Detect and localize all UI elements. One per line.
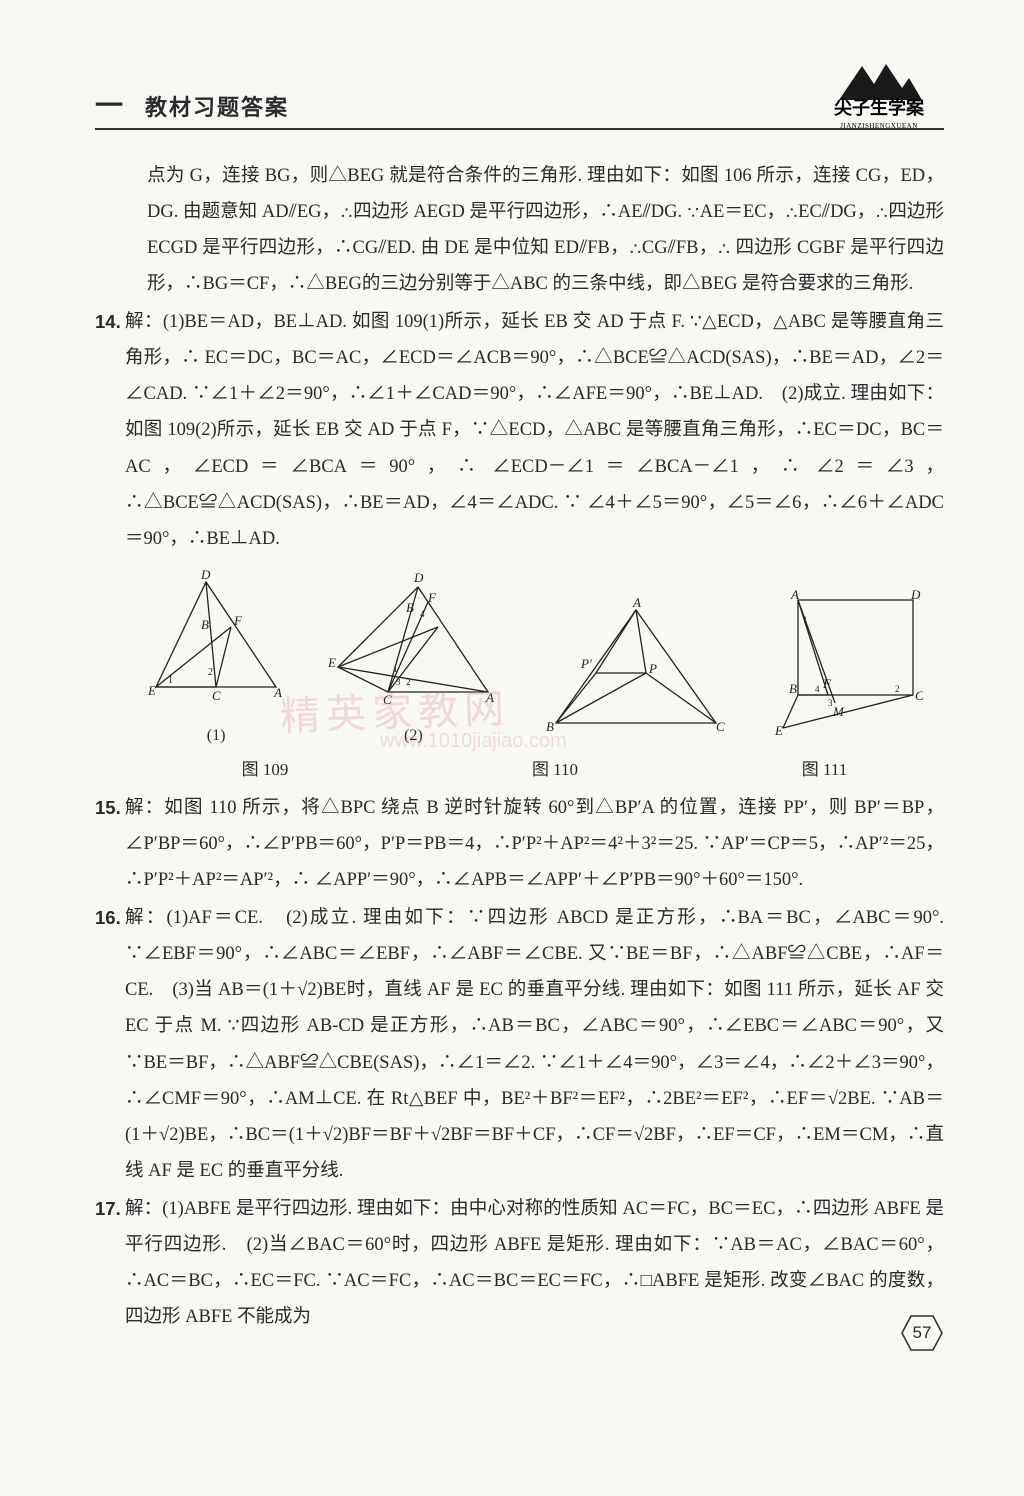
svg-text:F: F — [233, 613, 243, 628]
solution-17: 17. 解：(1)ABFE 是平行四边形. 理由如下：由中心对称的性质知 AC＝… — [95, 1191, 944, 1335]
svg-text:3: 3 — [828, 698, 833, 708]
page-header: 一 教材习题答案 尖子生学案 JIANZISHENGXUEAN — [95, 60, 944, 130]
page-number: 57 — [900, 1314, 944, 1352]
svg-text:B: B — [406, 600, 414, 615]
figure-110: A B C P P′ — [541, 598, 731, 751]
svg-text:C: C — [212, 688, 221, 703]
svg-text:4: 4 — [815, 684, 820, 694]
continuation-paragraph: 点为 G，连接 BG，则△BEG 就是符合条件的三角形. 理由如下：如图 106… — [95, 158, 944, 302]
solution-body: 解：如图 110 所示，将△BPC 绕点 B 逆时针旋转 60°到△BP′A 的… — [125, 790, 944, 898]
diagram-111: A D B C E F M 1 2 3 4 — [773, 588, 923, 738]
figure-caption-111: 图 111 — [705, 753, 944, 786]
svg-text:2: 2 — [208, 667, 213, 678]
logo-subtext: JIANZISHENGXUEAN — [814, 122, 944, 130]
solution-body: 解：(1)BE＝AD，BE⊥AD. 如图 109(1)所示，延长 EB 交 AD… — [125, 304, 944, 556]
figure-captions: 图 109 图 110 图 111 — [95, 753, 944, 786]
svg-text:E: E — [774, 723, 783, 738]
svg-text:P′: P′ — [580, 656, 592, 671]
svg-text:C: C — [915, 688, 923, 703]
figure-109-1: D B F E C A 1 2 (1) — [146, 567, 286, 751]
solution-number: 16. — [95, 900, 125, 1189]
svg-text:C: C — [383, 692, 392, 707]
diagram-110: A B C P P′ — [541, 598, 731, 738]
svg-text:M: M — [832, 704, 845, 719]
svg-text:E: E — [147, 683, 156, 698]
figure-109-2: D B F E C A 3 2 1 4 (2) — [328, 567, 498, 751]
svg-text:1: 1 — [393, 664, 398, 674]
solution-number: 17. — [95, 1191, 125, 1335]
solution-body: 解：(1)AF＝CE. (2)成立. 理由如下：∵四边形 ABCD 是正方形，∴… — [125, 900, 944, 1189]
header-chapter-mark: 一 — [95, 84, 127, 124]
svg-text:F: F — [427, 590, 437, 605]
svg-text:2: 2 — [406, 677, 411, 687]
svg-text:D: D — [413, 570, 424, 585]
header-title: 教材习题答案 — [145, 90, 289, 122]
svg-text:4: 4 — [420, 609, 425, 619]
solution-body: 解：(1)ABFE 是平行四边形. 理由如下：由中心对称的性质知 AC＝FC，B… — [125, 1191, 944, 1335]
svg-text:1: 1 — [168, 675, 173, 686]
solution-16: 16. 解：(1)AF＝CE. (2)成立. 理由如下：∵四边形 ABCD 是正… — [95, 900, 944, 1189]
page-number-text: 57 — [913, 1323, 932, 1343]
svg-text:P: P — [648, 661, 657, 676]
svg-text:D: D — [200, 567, 211, 582]
svg-text:F: F — [822, 676, 832, 691]
content-body: 点为 G，连接 BG，则△BEG 就是符合条件的三角形. 理由如下：如图 106… — [95, 158, 944, 1335]
svg-text:A: A — [790, 588, 799, 602]
svg-text:2: 2 — [895, 684, 900, 694]
solution-number: 14. — [95, 304, 125, 556]
solution-number: 15. — [95, 790, 125, 898]
figure-sub-caption: (2) — [328, 720, 498, 751]
solution-14: 14. 解：(1)BE＝AD，BE⊥AD. 如图 109(1)所示，延长 EB … — [95, 304, 944, 556]
figure-sub-caption: (1) — [146, 720, 286, 751]
svg-text:A: A — [273, 685, 282, 700]
figure-row: D B F E C A 1 2 (1) — [95, 567, 944, 751]
svg-text:D: D — [910, 588, 921, 602]
svg-text:B: B — [201, 617, 209, 632]
svg-text:E: E — [328, 655, 336, 670]
header-left: 一 教材习题答案 — [95, 84, 289, 124]
figure-caption-110: 图 110 — [405, 753, 705, 786]
solution-15: 15. 解：如图 110 所示，将△BPC 绕点 B 逆时针旋转 60°到△BP… — [95, 790, 944, 898]
svg-text:C: C — [716, 719, 725, 734]
svg-text:3: 3 — [396, 677, 401, 687]
page: 一 教材习题答案 尖子生学案 JIANZISHENGXUEAN 精英家教网 ww… — [0, 0, 1024, 1377]
brand-logo: 尖子生学案 JIANZISHENGXUEAN — [814, 60, 944, 130]
logo-text: 尖子生学案 — [814, 94, 944, 120]
diagram-109-1: D B F E C A 1 2 — [146, 567, 286, 707]
hexagon-badge: 57 — [900, 1314, 944, 1352]
svg-text:B: B — [546, 719, 554, 734]
svg-text:1: 1 — [803, 615, 808, 625]
figure-111: A D B C E F M 1 2 3 4 — [773, 588, 923, 751]
figure-caption-109: 图 109 — [125, 753, 405, 786]
svg-text:A: A — [485, 690, 494, 705]
svg-text:B: B — [789, 681, 797, 696]
svg-text:A: A — [632, 598, 641, 610]
diagram-109-2: D B F E C A 3 2 1 4 — [328, 567, 498, 707]
